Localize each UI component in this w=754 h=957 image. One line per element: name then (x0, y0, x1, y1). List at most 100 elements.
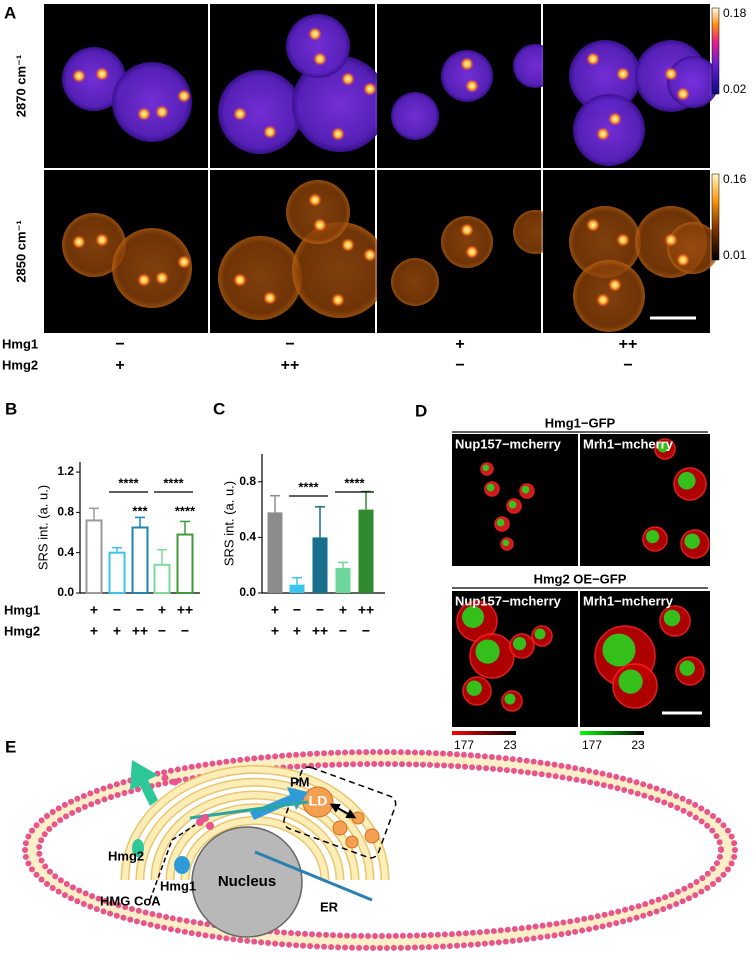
y-tick-label: 0.0 (57, 585, 74, 599)
cell (391, 258, 439, 306)
hmg2-label: Hmg2 (108, 848, 144, 863)
gfp-signal (508, 500, 517, 509)
lipid-droplet (137, 107, 151, 121)
condition-symbol: − (115, 336, 124, 353)
lipid-droplet (137, 273, 151, 287)
condition-symbol: − (362, 623, 370, 639)
condition-symbol: + (271, 623, 279, 639)
lipid-droplet (155, 105, 169, 119)
condition-symbol: ++ (281, 357, 300, 374)
lipid-droplet (460, 57, 474, 71)
lipid-droplet (308, 193, 322, 207)
lipid-droplet (95, 233, 109, 247)
gfp-signal (496, 518, 505, 527)
gfp-signal (462, 606, 484, 628)
cell (286, 180, 350, 244)
lipid-droplet (263, 125, 277, 139)
colorbar (711, 173, 720, 261)
cell (218, 236, 302, 320)
lipid-droplet (331, 293, 345, 307)
lipid-droplet (664, 67, 678, 81)
condition-symbol: − (136, 602, 144, 618)
significance: **** (344, 475, 365, 490)
gfp-signal (475, 639, 500, 664)
panel-label: E (5, 737, 16, 756)
colorbar-max: 0.16 (723, 172, 747, 186)
y-axis-label: SRS int. (a. u.) (221, 481, 236, 566)
lipid-droplet (363, 248, 377, 262)
error-bar (135, 516, 145, 528)
colorbar-min: 23 (631, 738, 645, 752)
hmg2-enzyme (132, 839, 144, 857)
er-lumen (152, 792, 358, 881)
cell (441, 50, 493, 102)
colorbar-min: 0.02 (723, 82, 747, 96)
cell (391, 92, 439, 140)
y-tick-label: 0.0 (239, 585, 256, 599)
y-axis-label: SRS int. (a. u.) (35, 485, 50, 570)
colorbar-max: 177 (582, 738, 602, 752)
condition-name: Hmg1 (4, 602, 40, 617)
lipid-droplet (177, 89, 191, 103)
condition-symbol: ++ (132, 623, 148, 639)
bar (267, 512, 283, 593)
gfp-signal (502, 539, 510, 547)
lipid-droplet (676, 253, 690, 267)
condition-symbol: + (293, 623, 301, 639)
lipid-droplet (616, 67, 630, 81)
condition-symbol: − (623, 357, 632, 374)
condition-symbol: + (455, 336, 464, 353)
significance: *** (132, 503, 148, 518)
significance: **** (175, 503, 196, 518)
exchange-arrow (329, 803, 357, 819)
gfp-signal (504, 693, 516, 705)
gfp-signal (602, 633, 636, 667)
transport-arrow (250, 787, 308, 820)
bar (108, 551, 126, 595)
hmg-coa-label: HMG CoA (100, 893, 161, 908)
cell (441, 216, 493, 268)
condition-symbol: + (158, 602, 166, 618)
lipid-droplet (313, 218, 327, 232)
ld-region (283, 766, 397, 859)
cell (573, 260, 645, 332)
significance: **** (118, 475, 139, 490)
condition-symbol: + (90, 602, 98, 618)
cell (292, 56, 388, 152)
error-bar (338, 561, 348, 568)
pm-label: PM (290, 774, 310, 789)
metabolite (161, 774, 169, 782)
group-title: Hmg2 OE−GFP (534, 571, 627, 586)
colorbar-max: 177 (454, 738, 474, 752)
lipid-droplet (586, 218, 600, 232)
error-bar (112, 546, 122, 553)
nucleus-label: Nucleus (218, 873, 276, 890)
gfp-signal (466, 680, 482, 696)
lipid-droplet (460, 223, 474, 237)
error-bar (270, 494, 280, 513)
condition-symbol: ++ (619, 336, 638, 353)
bar (335, 567, 351, 593)
lipid-droplet (676, 87, 690, 101)
colorbar-max: 0.18 (723, 6, 747, 20)
condition-symbol: − (293, 602, 301, 618)
lipid-droplet (233, 273, 247, 287)
lipid-droplet (341, 238, 355, 252)
condition-symbol: ++ (358, 602, 374, 618)
hmg1-label: Hmg1 (160, 878, 196, 893)
lipid-droplet (608, 278, 622, 292)
gfp-signal (482, 464, 490, 472)
significance: **** (298, 479, 319, 494)
lipid-droplet (177, 255, 191, 269)
panel-label: B (5, 399, 17, 418)
gfp-signal (486, 483, 495, 492)
condition-symbol: − (113, 602, 121, 618)
bar (358, 509, 374, 593)
colorbar-min: 23 (503, 738, 517, 752)
row-label: 2870 cm⁻¹ (13, 55, 28, 118)
cell (667, 222, 719, 274)
lipid-droplet-small (345, 835, 359, 849)
image-label: Mrh1−mcherry (583, 593, 674, 608)
